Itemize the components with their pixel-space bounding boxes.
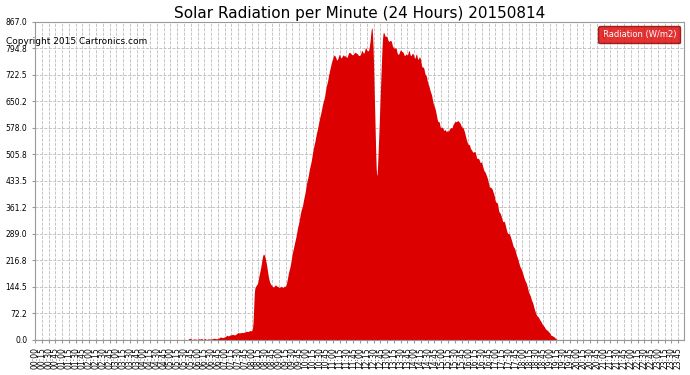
- Text: Copyright 2015 Cartronics.com: Copyright 2015 Cartronics.com: [6, 38, 147, 46]
- Title: Solar Radiation per Minute (24 Hours) 20150814: Solar Radiation per Minute (24 Hours) 20…: [174, 6, 545, 21]
- Legend: Radiation (W/m2): Radiation (W/m2): [598, 26, 680, 43]
